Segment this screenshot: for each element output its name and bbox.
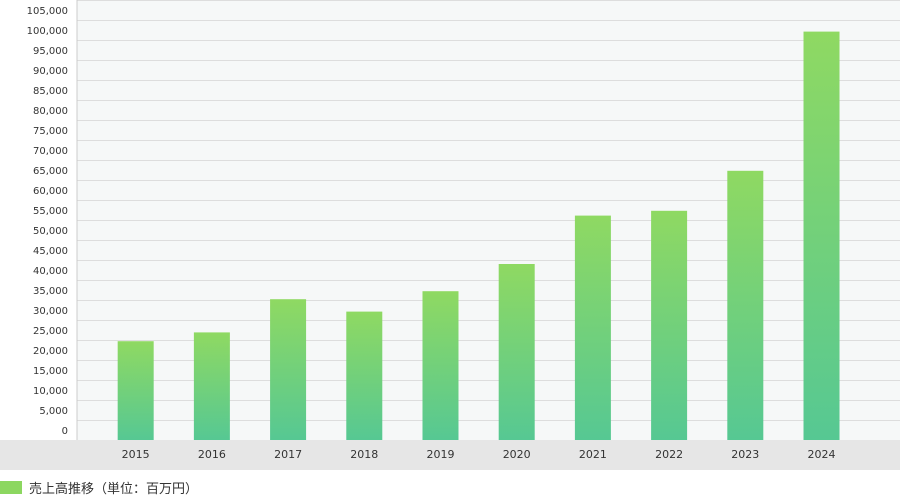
x-tick-label: 2017	[274, 448, 302, 461]
y-tick-label: 70,000	[33, 146, 68, 157]
x-tick-label: 2019	[426, 448, 454, 461]
x-tick-label: 2020	[503, 448, 531, 461]
y-tick-label: 5,000	[39, 406, 68, 417]
legend: 売上高推移（単位：百万円）	[0, 479, 199, 497]
bar-chart: 0 5,000 10,000 15,000 20,000 25,000 30,000 35,0…	[0, 0, 900, 470]
y-tick-label: 105,000	[27, 6, 68, 17]
y-tick-label: 35,000	[33, 286, 68, 297]
bar-2021	[574, 215, 611, 440]
x-tick-label: 2021	[579, 448, 607, 461]
bar-2015	[117, 341, 154, 440]
y-tick-label: 0	[62, 426, 68, 437]
y-tick-label: 15,000	[33, 366, 68, 377]
y-tick-label: 90,000	[33, 66, 68, 77]
y-tick-label: 85,000	[33, 86, 68, 97]
bar-2016	[193, 332, 230, 440]
y-axis-ticks: 0 5,000 10,000 15,000 20,000 25,000 30,000 35,0…	[27, 6, 68, 437]
x-tick-label: 2015	[122, 448, 150, 461]
x-tick-label: 2016	[198, 448, 226, 461]
x-axis-band	[0, 440, 900, 470]
y-tick-label: 40,000	[33, 266, 68, 277]
x-tick-label: 2023	[731, 448, 759, 461]
y-tick-label: 95,000	[33, 46, 68, 57]
bar-2024	[803, 31, 840, 440]
legend-label: 売上高推移（単位：百万円）	[29, 481, 199, 497]
bar-2020	[498, 264, 535, 440]
bar-2022	[651, 210, 688, 440]
y-tick-label: 50,000	[33, 226, 68, 237]
legend-swatch	[0, 480, 22, 494]
y-tick-label: 10,000	[33, 386, 68, 397]
x-tick-label: 2022	[655, 448, 683, 461]
y-tick-label: 75,000	[33, 126, 68, 137]
bar-2017	[270, 299, 307, 440]
y-tick-label: 100,000	[27, 26, 68, 37]
y-tick-label: 65,000	[33, 166, 68, 177]
bar-2023	[727, 170, 764, 441]
y-tick-label: 20,000	[33, 346, 68, 357]
y-tick-label: 60,000	[33, 186, 68, 197]
bars	[117, 31, 840, 441]
y-tick-label: 45,000	[33, 246, 68, 257]
bar-2019	[422, 291, 459, 440]
bar-2018	[346, 311, 383, 440]
x-tick-label: 2024	[808, 448, 836, 461]
x-tick-label: 2018	[350, 448, 378, 461]
x-axis-ticks: 2015 2016 2017 2018 2019 2020 2021 2022 2023 2024	[122, 448, 836, 461]
y-tick-label: 80,000	[33, 106, 68, 117]
y-tick-label: 25,000	[33, 326, 68, 337]
y-tick-label: 55,000	[33, 206, 68, 217]
y-tick-label: 30,000	[33, 306, 68, 317]
